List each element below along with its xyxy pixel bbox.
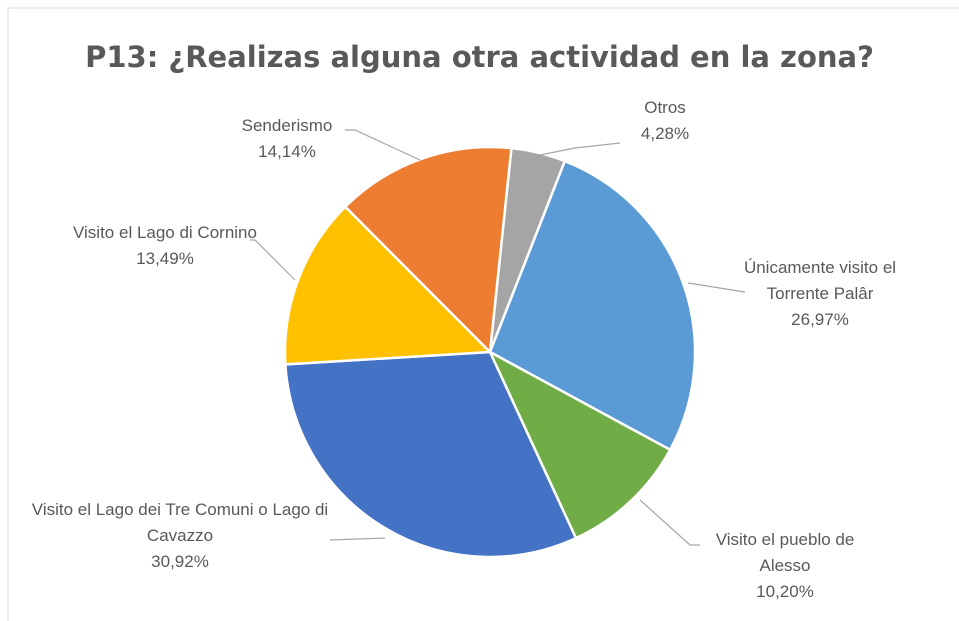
data-label: Visito el pueblo de Alesso 10,20% bbox=[700, 527, 870, 605]
value-label: 30,92% bbox=[151, 552, 209, 571]
data-label: Visito el Lago dei Tre Comuni o Lago di … bbox=[8, 497, 353, 575]
leader-line bbox=[345, 129, 421, 161]
category-label: Visito el Lago dei Tre Comuni o Lago di … bbox=[31, 500, 329, 545]
data-label: Únicamente visito el Torrente Palâr 26,97… bbox=[735, 255, 905, 333]
category-label: Visito el Lago di Cornino bbox=[73, 223, 257, 242]
category-label: Otros bbox=[644, 98, 686, 117]
value-label: 10,20% bbox=[756, 582, 814, 601]
category-label: Visito el pueblo de Alesso bbox=[715, 530, 855, 575]
pie-slice bbox=[283, 205, 493, 366]
category-label: Únicamente visito el Torrente Palâr bbox=[743, 258, 897, 303]
data-label: Otros 4,28% bbox=[605, 95, 725, 147]
leader-line bbox=[639, 499, 700, 546]
pie-slice bbox=[343, 145, 513, 355]
category-label: Senderismo bbox=[241, 116, 333, 135]
pie-slice bbox=[488, 159, 697, 452]
value-label: 4,28% bbox=[640, 124, 690, 143]
leader-line bbox=[329, 537, 386, 541]
data-label: Visito el Lago di Cornino 13,49% bbox=[73, 220, 258, 272]
pie-slice bbox=[487, 349, 672, 540]
value-label: 14,14% bbox=[258, 142, 316, 161]
value-label: 13,49% bbox=[136, 249, 194, 268]
data-label: Senderismo 14,14% bbox=[222, 113, 352, 165]
chart-title: P13: ¿Realizas alguna otra actividad en … bbox=[85, 40, 874, 74]
leader-line bbox=[687, 282, 746, 293]
chart-border bbox=[7, 7, 959, 621]
leader-line bbox=[539, 142, 621, 156]
leader-line bbox=[250, 239, 296, 281]
value-label: 26,97% bbox=[791, 310, 849, 329]
pie-slice bbox=[284, 350, 578, 559]
